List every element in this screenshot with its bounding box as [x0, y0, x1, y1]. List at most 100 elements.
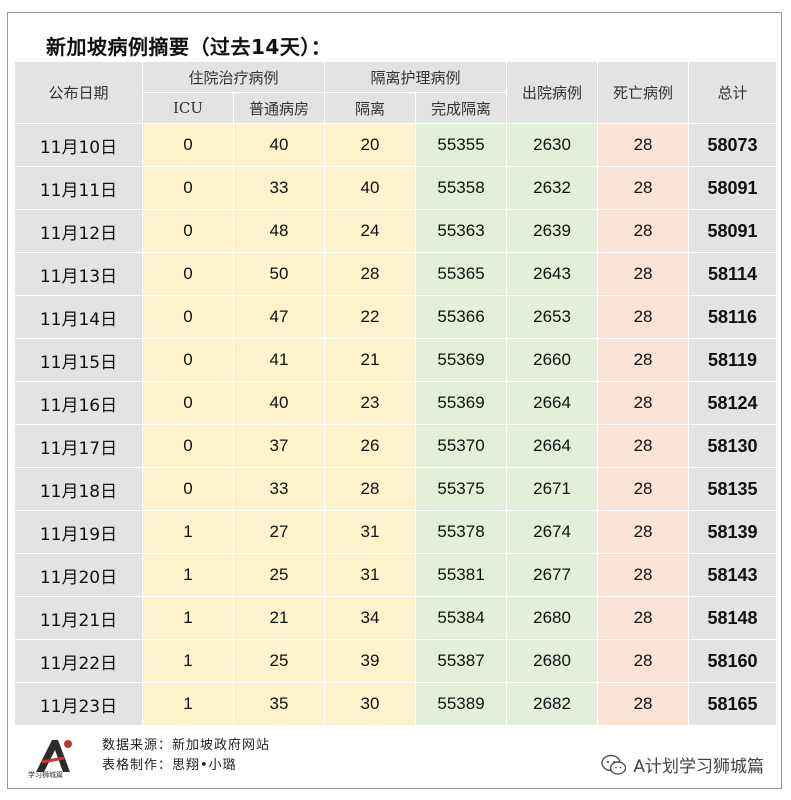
deaths-cell: 28 — [597, 639, 690, 683]
completed-cell: 55363 — [415, 209, 508, 253]
date-cell: 11月21日 — [14, 596, 143, 640]
icu-cell: 0 — [142, 209, 234, 253]
isolation-cell: 40 — [324, 166, 417, 210]
ward-cell: 25 — [232, 639, 326, 683]
discharged-cell: 2677 — [506, 553, 599, 597]
ward-cell: 40 — [232, 381, 326, 425]
ward-cell: 50 — [232, 252, 326, 296]
wechat-icon — [601, 754, 627, 775]
date-cell: 11月12日 — [14, 209, 143, 253]
discharged-cell: 2674 — [506, 510, 599, 554]
footer-source: 数据来源：新加坡政府网站 表格制作：思翔•小璐 — [102, 736, 270, 776]
discharged-cell: 2643 — [506, 252, 599, 296]
date-cell: 11月17日 — [14, 424, 143, 468]
completed-cell: 55369 — [415, 381, 508, 425]
total-cell: 58143 — [688, 553, 778, 597]
ward-cell: 25 — [232, 553, 326, 597]
header-ward: 普通病房 — [232, 92, 326, 124]
discharged-cell: 2630 — [506, 123, 599, 167]
discharged-cell: 2664 — [506, 424, 599, 468]
discharged-cell: 2660 — [506, 338, 599, 382]
source-line: 数据来源：新加坡政府网站 — [102, 738, 271, 753]
table-row: 11月11日 0 33 40 55358 2632 28 58091 — [14, 166, 778, 210]
table-row: 11月12日 0 48 24 55363 2639 28 58091 — [14, 209, 778, 253]
total-cell: 58160 — [688, 639, 778, 683]
page-title: 新加坡病例摘要（过去14天）： — [46, 35, 332, 59]
total-cell: 58091 — [688, 209, 778, 253]
total-cell: 58139 — [688, 510, 778, 554]
discharged-cell: 2639 — [506, 209, 599, 253]
header-deaths: 死亡病例 — [597, 61, 690, 124]
date-cell: 11月11日 — [14, 166, 143, 210]
header-isolation-group: 隔离护理病例 — [324, 61, 508, 93]
isolation-cell: 31 — [324, 510, 417, 554]
discharged-cell: 2671 — [506, 467, 599, 511]
icu-cell: 1 — [142, 553, 234, 597]
date-cell: 11月18日 — [14, 467, 143, 511]
completed-cell: 55387 — [415, 639, 508, 683]
deaths-cell: 28 — [597, 166, 690, 210]
logo-caption: 学习狮城篇 — [28, 771, 63, 779]
table-row: 11月21日 1 21 34 55384 2680 28 58148 — [14, 596, 778, 640]
ward-cell: 48 — [232, 209, 326, 253]
total-cell: 58119 — [688, 338, 778, 382]
table-row: 11月17日 0 37 26 55370 2664 28 58130 — [14, 424, 778, 468]
header-date: 公布日期 — [14, 61, 143, 124]
date-cell: 11月23日 — [14, 682, 143, 726]
table-row: 11月10日 0 40 20 55355 2630 28 58073 — [14, 123, 778, 167]
completed-cell: 55381 — [415, 553, 508, 597]
discharged-cell: 2632 — [506, 166, 599, 210]
deaths-cell: 28 — [597, 295, 690, 339]
isolation-cell: 28 — [324, 252, 417, 296]
deaths-cell: 28 — [597, 682, 690, 726]
watermark-text: A计划学习狮城篇 — [633, 757, 764, 777]
completed-cell: 55355 — [415, 123, 508, 167]
ward-cell: 40 — [232, 123, 326, 167]
deaths-cell: 28 — [597, 209, 690, 253]
isolation-cell: 20 — [324, 123, 417, 167]
date-cell: 11月14日 — [14, 295, 143, 339]
discharged-cell: 2664 — [506, 381, 599, 425]
footer: 学习狮城篇 数据来源：新加坡政府网站 表格制作：思翔•小璐 A计划学习狮城篇 — [14, 728, 776, 786]
date-cell: 11月15日 — [14, 338, 143, 382]
icu-cell: 0 — [142, 381, 234, 425]
date-cell: 11月10日 — [14, 123, 143, 167]
watermark: A计划学习狮城篇 — [601, 752, 764, 777]
header-hospital: 住院治疗病例 — [141, 61, 326, 93]
completed-cell: 55365 — [415, 252, 508, 296]
deaths-cell: 28 — [597, 467, 690, 511]
isolation-cell: 22 — [324, 295, 417, 339]
header-isolation: 隔离 — [324, 92, 417, 124]
icu-cell: 1 — [142, 510, 234, 554]
isolation-cell: 21 — [324, 338, 417, 382]
header-discharged: 出院病例 — [506, 61, 599, 124]
isolation-cell: 31 — [324, 553, 417, 597]
table-row: 11月14日 0 47 22 55366 2653 28 58116 — [14, 295, 778, 339]
cases-table: 公布日期 住院治疗病例 隔离护理病例 出院病例 死亡病例 总计 ICU 普通病房… — [14, 61, 778, 726]
total-cell: 58091 — [688, 166, 778, 210]
date-cell: 11月22日 — [14, 639, 143, 683]
isolation-cell: 24 — [324, 209, 417, 253]
date-cell: 11月19日 — [14, 510, 143, 554]
ward-cell: 47 — [232, 295, 326, 339]
discharged-cell: 2682 — [506, 682, 599, 726]
icu-cell: 0 — [142, 295, 234, 339]
table-row: 11月19日 1 27 31 55378 2674 28 58139 — [14, 510, 778, 554]
icu-cell: 1 — [142, 596, 234, 640]
header-icu: ICU — [142, 92, 234, 124]
ward-cell: 33 — [232, 166, 326, 210]
deaths-cell: 28 — [597, 553, 690, 597]
deaths-cell: 28 — [597, 338, 690, 382]
ward-cell: 35 — [232, 682, 326, 726]
table-row: 11月13日 0 50 28 55365 2643 28 58114 — [14, 252, 778, 296]
discharged-cell: 2680 — [506, 639, 599, 683]
icu-cell: 0 — [142, 123, 234, 167]
total-cell: 58073 — [688, 123, 778, 167]
table-row: 11月20日 1 25 31 55381 2677 28 58143 — [14, 553, 778, 597]
deaths-cell: 28 — [597, 510, 690, 554]
table-row: 11月16日 0 40 23 55369 2664 28 58124 — [14, 381, 778, 425]
deaths-cell: 28 — [597, 424, 690, 468]
total-cell: 58135 — [688, 467, 778, 511]
completed-cell: 55375 — [415, 467, 508, 511]
isolation-cell: 26 — [324, 424, 417, 468]
